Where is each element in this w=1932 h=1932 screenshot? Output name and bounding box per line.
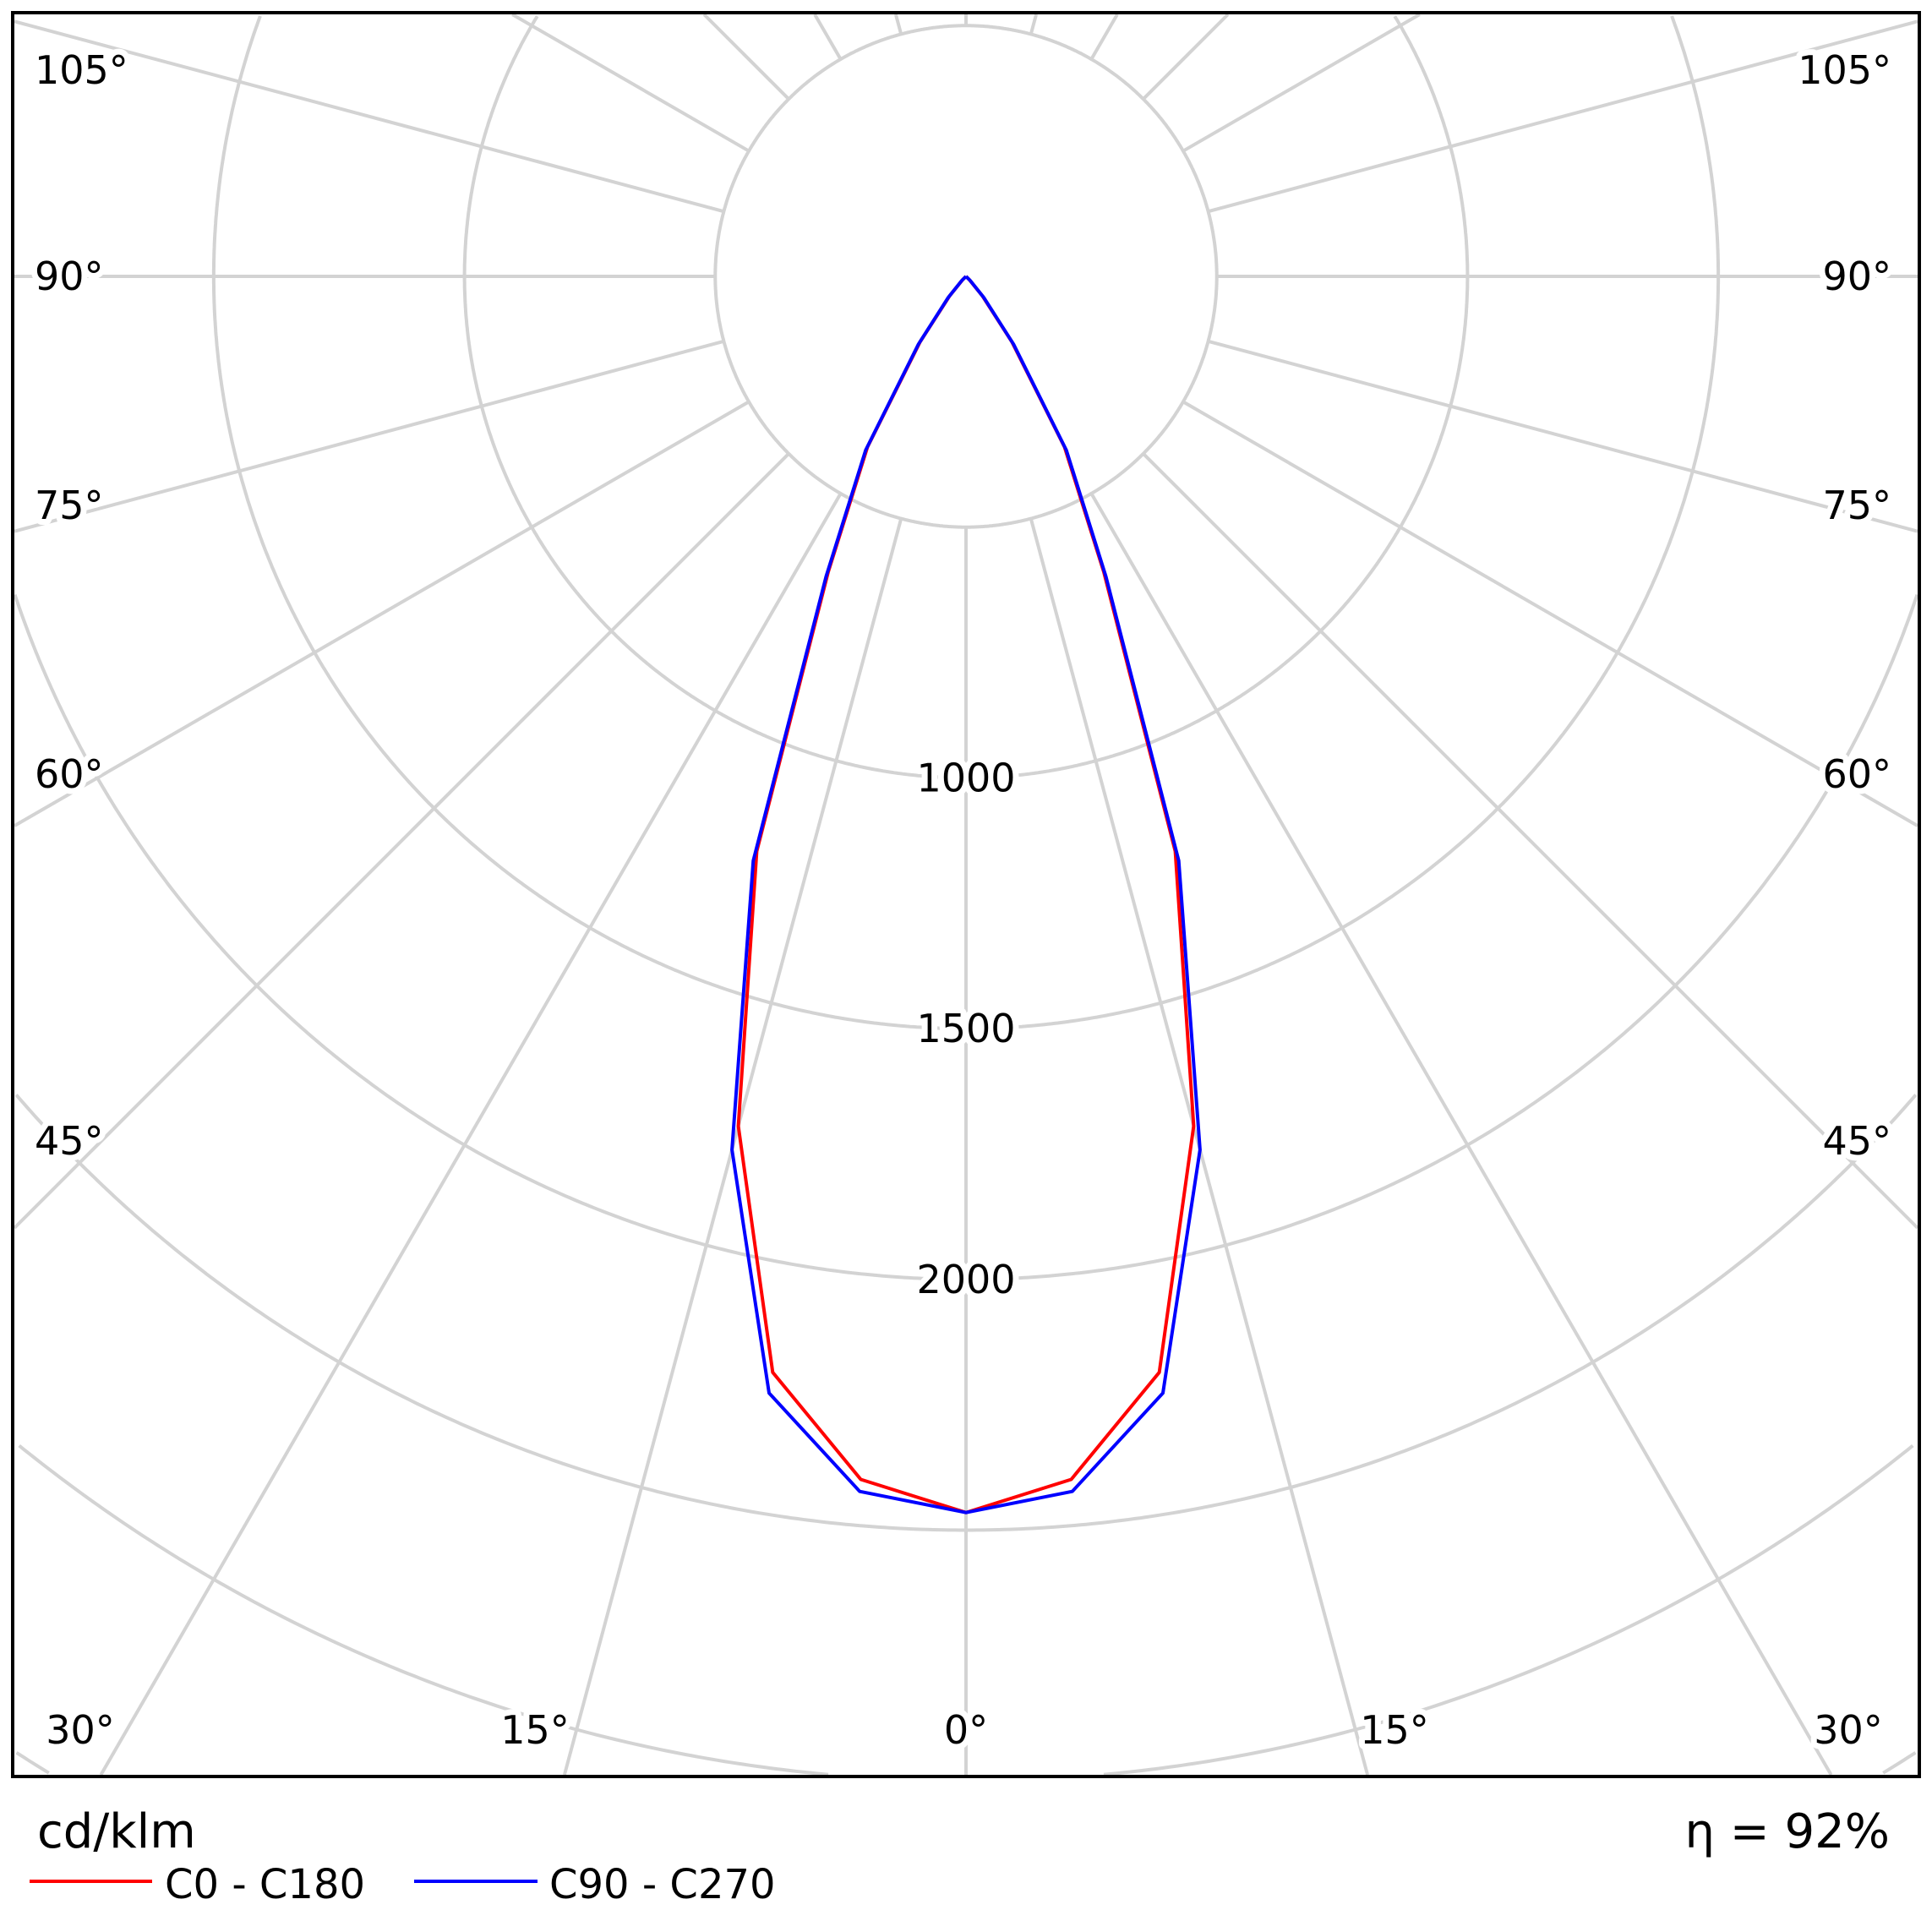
angle-label-bottom-0: 30° [46,1707,115,1753]
radial-line-150 [1089,13,1119,61]
angle-label-left-4: 45° [35,1118,104,1164]
radial-line--45 [13,452,790,1230]
efficiency-label: η = 92% [1685,1804,1890,1859]
radial-line--165 [893,14,903,35]
angle-label-left-2: 75° [35,483,104,528]
radial-line--105 [14,19,724,214]
ring-3500 [15,1751,50,1775]
ring-2000 [13,593,966,1281]
axis-labels: 105° 90° 75° 60° 45° 105° 90° 75° 60° 45° 30° 15° 0°… [29,41,1897,1759]
ring-1000 [462,15,966,780]
radial-line-60 [1182,400,1918,827]
radial-line--135 [702,13,790,101]
radial-line-75 [1208,339,1918,533]
radial-line--30 [99,492,843,1776]
radial-label-1500: 1500 [916,1006,1015,1051]
angle-label-right-0: 105° [1798,47,1891,93]
legend-label-c0-c180: C0 - C180 [165,1861,365,1908]
radial-line-45 [1142,452,1919,1230]
unit-label: cd/klm [37,1804,196,1859]
legend-label-c90-c270: C90 - C270 [549,1861,776,1908]
radial-line--60 [14,400,750,827]
plot-frame [11,11,1921,1778]
ring-1000 [966,15,1470,780]
ring-2500 [966,1094,1918,1532]
radial-label-2000: 2000 [916,1257,1015,1302]
ring-1500 [211,15,966,1031]
curves [730,275,1202,1514]
ring-2000 [966,593,1919,1281]
radial-line--75 [14,339,724,533]
ring-3500 [1882,1751,1917,1775]
radial-line-165 [1029,14,1039,35]
ring-1500 [966,15,1721,1031]
radial-line-105 [1208,19,1918,214]
radial-line-120 [1182,13,1421,153]
radial-line--150 [813,13,843,61]
angle-label-left-3: 60° [35,751,104,797]
angle-label-right-4: 45° [1822,1118,1891,1164]
radial-line-135 [1142,13,1230,101]
radial-label-1000: 1000 [916,755,1015,800]
angle-label-right-1: 90° [1822,254,1891,299]
radial-line--120 [511,13,750,153]
ring-3000 [1103,1444,1914,1776]
angle-label-right-3: 60° [1822,751,1891,797]
ring-3000 [18,1444,829,1776]
angle-label-bottom-2: 0° [944,1707,988,1753]
angle-label-left-1: 90° [35,254,104,299]
ring-2500 [14,1094,966,1532]
angle-label-bottom-3: 15° [1360,1707,1429,1753]
series-curve-1 [730,275,1202,1514]
angle-label-bottom-1: 15° [500,1707,570,1753]
angle-label-bottom-4: 30° [1814,1707,1883,1753]
angle-label-right-2: 75° [1822,483,1891,528]
radial-line-30 [1089,492,1833,1776]
angle-label-left-0: 105° [35,47,128,93]
